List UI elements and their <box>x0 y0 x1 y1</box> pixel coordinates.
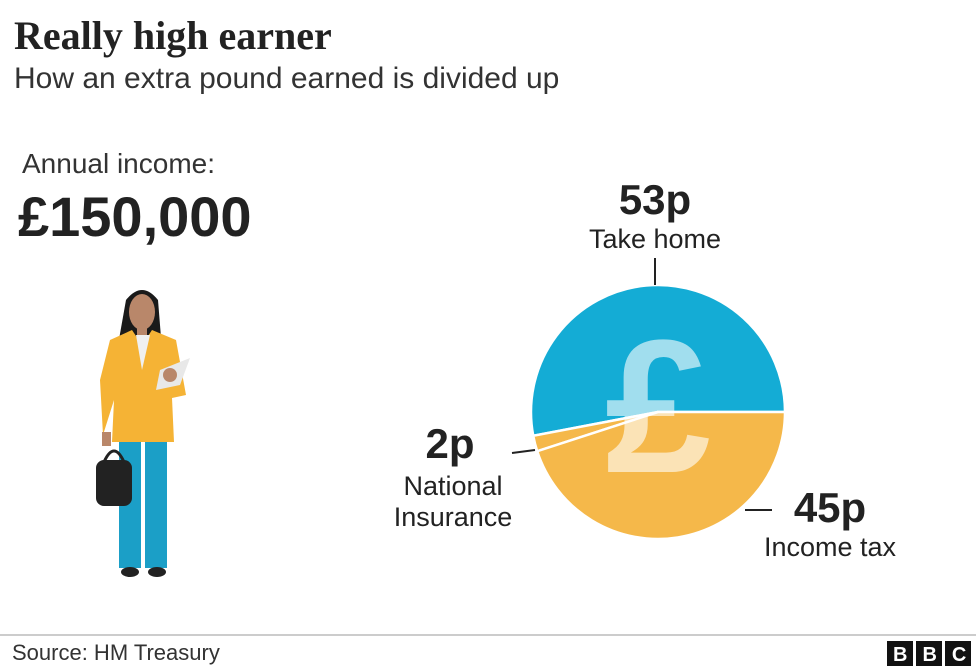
slice-label: National Insurance <box>393 471 513 532</box>
value-label: 2p <box>425 420 475 467</box>
income-label: Annual income: <box>22 148 216 179</box>
leader-line <box>511 449 536 454</box>
logo-text: BBC <box>893 644 976 666</box>
title: Really high earner <box>14 13 332 58</box>
person-illustration <box>96 290 190 577</box>
income-value: £150,000 <box>18 185 252 248</box>
source: Source: HM Treasury <box>12 640 220 665</box>
value-label: 53p <box>618 176 692 223</box>
value-label: 45p <box>793 484 867 531</box>
slice-label: Income tax <box>763 532 897 562</box>
subtitle: How an extra pound earned is divided up <box>14 62 560 95</box>
bbc-logo: BBC <box>887 641 976 666</box>
pie-slice <box>535 410 787 541</box>
pie-symbol: £ <box>605 301 711 513</box>
slice-label: Take home <box>588 224 722 254</box>
pie-slice <box>529 283 787 438</box>
